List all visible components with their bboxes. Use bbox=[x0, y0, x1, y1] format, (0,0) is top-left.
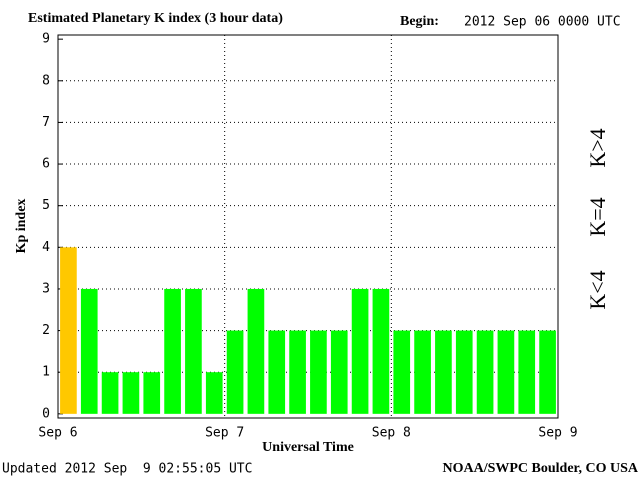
chart-title: Estimated Planetary K index (3 hour data… bbox=[28, 11, 283, 26]
y-tick-label: 3 bbox=[42, 281, 50, 296]
bar bbox=[80, 288, 98, 414]
y-tick-label: 6 bbox=[42, 157, 50, 172]
bar bbox=[539, 330, 556, 414]
bar bbox=[289, 330, 306, 414]
bar bbox=[455, 330, 473, 414]
x-tick-label: Sep 9 bbox=[538, 426, 577, 441]
x-axis-label: Universal Time bbox=[262, 440, 354, 455]
bar bbox=[393, 330, 411, 414]
bar bbox=[497, 330, 515, 414]
bar bbox=[476, 330, 494, 414]
bar bbox=[205, 372, 223, 414]
y-tick-label: 8 bbox=[42, 73, 50, 88]
source: NOAA/SWPC Boulder, CO USA bbox=[442, 461, 638, 476]
bar bbox=[518, 330, 536, 414]
y-tick-label: 4 bbox=[42, 240, 50, 255]
bar bbox=[351, 288, 369, 414]
x-tick-label: Sep 8 bbox=[372, 426, 411, 441]
x-tick-label: Sep 6 bbox=[38, 426, 77, 441]
updated: Updated 2012 Sep 9 02:55:05 UTC bbox=[2, 462, 252, 477]
legend-entry: K=4 bbox=[585, 197, 610, 236]
bar bbox=[101, 372, 119, 414]
plot-frame bbox=[57, 34, 559, 419]
bar bbox=[310, 330, 327, 414]
y-tick-label: 0 bbox=[42, 406, 50, 421]
y-axis-label: Kp index bbox=[14, 199, 29, 254]
y-tick-label: 2 bbox=[42, 323, 50, 338]
bar bbox=[164, 288, 181, 414]
x-tick-label: Sep 7 bbox=[205, 426, 244, 441]
legend-entry: K>4 bbox=[585, 128, 610, 167]
y-tick-label: 1 bbox=[42, 365, 50, 380]
bar bbox=[435, 330, 452, 414]
bar bbox=[143, 372, 161, 414]
begin-value: 2012 Sep 06 0000 UTC bbox=[464, 15, 621, 30]
legend-entry: K<4 bbox=[585, 270, 610, 309]
y-tick-label: 5 bbox=[42, 198, 50, 213]
bar bbox=[122, 372, 140, 414]
bar bbox=[247, 288, 265, 414]
bar bbox=[372, 288, 390, 414]
bar bbox=[268, 330, 286, 414]
y-tick-label: 9 bbox=[42, 32, 50, 47]
y-tick-label: 7 bbox=[42, 115, 50, 130]
bar bbox=[185, 288, 202, 414]
bar bbox=[330, 330, 348, 414]
bar bbox=[414, 330, 431, 414]
begin-label: Begin: bbox=[400, 14, 439, 29]
bar bbox=[60, 247, 77, 414]
bar bbox=[226, 330, 244, 414]
